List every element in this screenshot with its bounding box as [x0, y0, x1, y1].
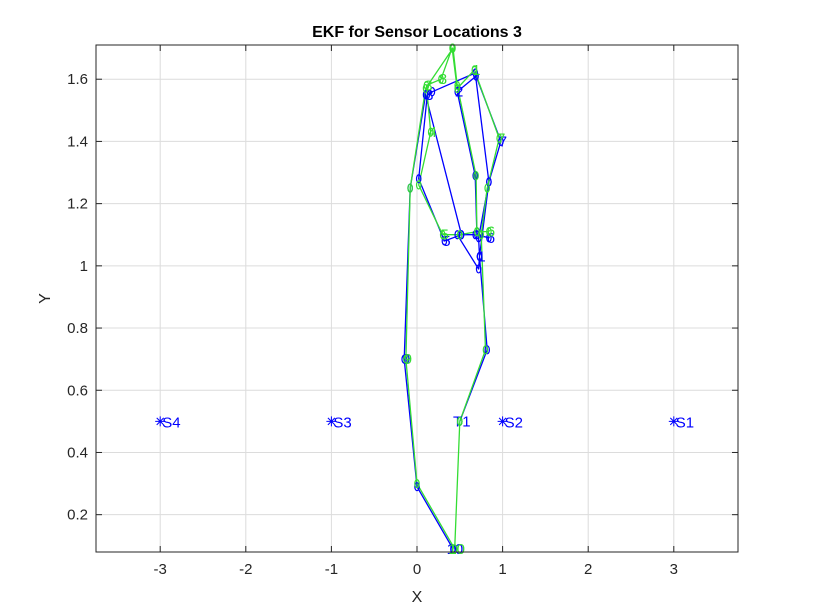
- x-tick-label: 1: [498, 561, 506, 578]
- series-line-2: [405, 47, 500, 550]
- sensor-label-s4: S4: [162, 414, 180, 431]
- series-2-point: [403, 354, 409, 364]
- series-2-point: [484, 183, 490, 193]
- series-1-point: [475, 264, 482, 274]
- series-1-point: [484, 345, 490, 355]
- series-2-point: [454, 80, 461, 91]
- x-axis-label: X: [412, 589, 423, 606]
- series-2-point-label: 10: [448, 541, 465, 558]
- series-2-point: [438, 74, 444, 84]
- series-1-point: [429, 87, 436, 97]
- sensor-marker-s1: [668, 416, 679, 427]
- sensor-marker-s2: [497, 416, 508, 427]
- series-2-point: [407, 183, 413, 193]
- x-tick-label: 2: [584, 561, 592, 578]
- y-tick-label: 1.2: [67, 196, 88, 213]
- series-1-point-label: 10: [447, 541, 464, 558]
- series-2-point: [422, 83, 429, 94]
- x-tick-label: -2: [239, 561, 252, 578]
- series-2-point: [456, 416, 463, 426]
- series-1-point: [476, 251, 483, 262]
- chart-title: EKF for Sensor Locations 3: [312, 24, 522, 41]
- series-1-point-label: 2: [455, 84, 463, 101]
- grid: [96, 45, 738, 552]
- x-tick-label: -1: [325, 561, 338, 578]
- series-1-point-label: 7: [499, 133, 507, 150]
- series-2-point-label: 1: [472, 62, 480, 79]
- series-2-point: [456, 230, 463, 240]
- y-tick-label: 1.6: [67, 71, 88, 88]
- y-tick-label: 1: [80, 258, 88, 275]
- series-2-point: [474, 227, 480, 237]
- series-2-point-label: 4: [429, 124, 437, 141]
- series-2-point: [427, 127, 434, 137]
- series-1-point-label: 6: [487, 230, 495, 247]
- y-tick-label: 1.4: [67, 133, 88, 150]
- series-1-point-label: 5: [442, 233, 450, 250]
- series-2-point-label: 9: [404, 351, 412, 368]
- series-1-point: [458, 230, 465, 240]
- series-2-point: [473, 171, 479, 181]
- series-1-point: [422, 90, 429, 100]
- series-2-point-label: 8: [439, 71, 447, 88]
- series-1-point: [486, 233, 492, 243]
- series-1-point: [415, 174, 422, 184]
- series-2-point: [496, 133, 502, 143]
- y-tick-label: 0.2: [67, 507, 88, 524]
- sensor-marker-s3: [326, 416, 337, 427]
- series-1-point: [401, 354, 407, 364]
- series-1-point-label: 3: [425, 87, 433, 104]
- series-2-point: [451, 544, 458, 554]
- series-2-point: [414, 478, 420, 489]
- ticks: -3 -2 -1 0 1 2 30.20.40.60.811.21.41.6: [67, 45, 738, 578]
- sensor-label-s1: S1: [676, 414, 694, 431]
- y-tick-label: 0.4: [67, 444, 88, 461]
- sensor-label-s3: S3: [333, 414, 351, 431]
- y-tick-label: 0.6: [67, 382, 88, 399]
- series-2-point-label: 5: [441, 227, 449, 244]
- series-2-point: [486, 227, 492, 237]
- y-tick-label: 0.8: [67, 320, 88, 337]
- x-tick-label: 0: [413, 561, 421, 578]
- series-2-point: [415, 180, 422, 190]
- series-2-point: [482, 345, 489, 355]
- series-2-point-label: 7: [497, 130, 505, 147]
- x-tick-label: 3: [670, 561, 678, 578]
- series-2-point: [450, 43, 456, 53]
- y-axis-label: Y: [37, 293, 54, 304]
- x-tick-label: -3: [154, 561, 167, 578]
- sensor-marker-s4: [155, 416, 166, 427]
- series-2-point-label: 6: [487, 224, 495, 241]
- series-2-point: [471, 65, 478, 75]
- series-1-point-label: 9: [402, 351, 410, 368]
- sensor-label-s2: S2: [505, 414, 523, 431]
- series-2-point: [439, 230, 446, 240]
- series-1-point: [450, 544, 456, 554]
- sensor-layer: S1 S2 S3 S4: [155, 414, 694, 431]
- series-2-point-label: 3: [424, 77, 432, 94]
